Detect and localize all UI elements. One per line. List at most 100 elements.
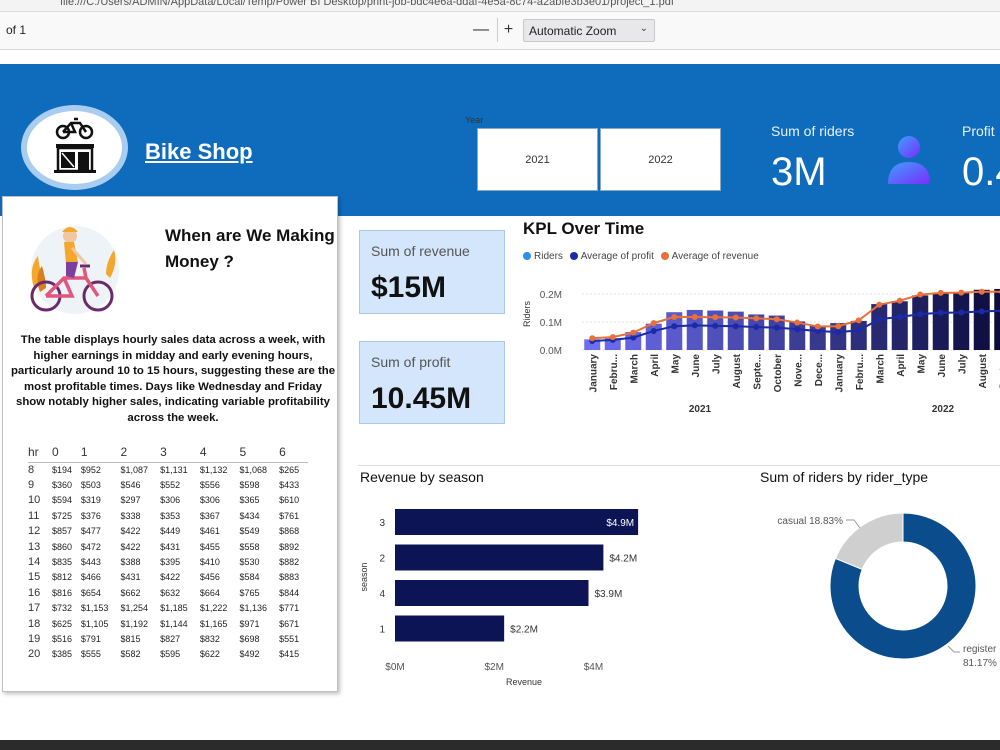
- avg-revenue-point[interactable]: [937, 289, 944, 296]
- riders-bar[interactable]: [932, 293, 949, 350]
- avg-revenue-point[interactable]: [691, 313, 698, 320]
- hour-cell: 11: [28, 509, 40, 522]
- table-row: 13 $860 $472 $422 $431 $455 $558 $892: [28, 540, 308, 555]
- hour-cell: 15: [28, 571, 41, 584]
- column-header[interactable]: 2: [120, 442, 161, 463]
- avg-revenue-point[interactable]: [712, 314, 719, 321]
- zoom-select[interactable]: Automatic Zoom ⌄: [523, 19, 655, 42]
- column-header[interactable]: 4: [199, 442, 240, 463]
- year-button-2022[interactable]: 2022: [600, 128, 721, 191]
- riders-bar[interactable]: [789, 321, 806, 350]
- zoom-in-button[interactable]: +: [497, 18, 519, 42]
- column-header[interactable]: 6: [279, 442, 308, 463]
- kpi-profit-value: 0.4: [962, 150, 1000, 194]
- avg-revenue-point[interactable]: [978, 288, 985, 295]
- avg-profit-point[interactable]: [671, 323, 678, 330]
- avg-revenue-point[interactable]: [814, 323, 821, 330]
- revenue-card-label: Sum of revenue: [371, 243, 470, 259]
- riders-bar[interactable]: [727, 311, 744, 350]
- avg-revenue-point[interactable]: [671, 313, 678, 320]
- year-button-2021[interactable]: 2021: [477, 128, 598, 191]
- avg-revenue-point[interactable]: [609, 334, 616, 341]
- column-header[interactable]: 5: [239, 442, 280, 463]
- sales-cell: $610: [279, 495, 300, 506]
- avg-revenue-point[interactable]: [896, 297, 903, 304]
- avg-revenue-point[interactable]: [855, 317, 862, 324]
- year-group-label: 2021: [689, 404, 712, 415]
- riders-bar[interactable]: [891, 301, 908, 350]
- sales-cell: $449: [160, 526, 181, 537]
- legend-item-revenue[interactable]: Average of revenue: [660, 251, 759, 262]
- column-header[interactable]: 1: [80, 442, 121, 463]
- riders-bar[interactable]: [666, 312, 683, 350]
- riders-bar[interactable]: [604, 338, 621, 350]
- avg-profit-point[interactable]: [876, 316, 883, 323]
- avg-profit-point[interactable]: [650, 327, 657, 334]
- avg-profit-point[interactable]: [835, 329, 842, 336]
- legend-item-profit[interactable]: Average of profit: [569, 251, 654, 262]
- avg-profit-point[interactable]: [794, 326, 801, 333]
- riders-bar[interactable]: [912, 295, 929, 350]
- avg-revenue-point[interactable]: [876, 301, 883, 308]
- column-header[interactable]: hr: [28, 442, 52, 463]
- column-header[interactable]: 3: [160, 442, 200, 463]
- riders-bar[interactable]: [994, 288, 1000, 350]
- legend-item-riders[interactable]: Riders: [523, 251, 563, 262]
- registered-slice[interactable]: [829, 512, 977, 660]
- avg-profit-point[interactable]: [630, 334, 637, 341]
- page-margin: [0, 50, 1000, 64]
- sales-cell: $338: [120, 510, 141, 521]
- avg-revenue-point[interactable]: [958, 289, 965, 296]
- riders-bar[interactable]: [850, 320, 867, 350]
- avg-profit-point[interactable]: [958, 309, 965, 316]
- avg-profit-point[interactable]: [732, 323, 739, 330]
- casual-slice[interactable]: [834, 512, 904, 571]
- avg-profit-point[interactable]: [773, 324, 780, 331]
- riders-bar[interactable]: [748, 314, 765, 350]
- avg-revenue-point[interactable]: [835, 323, 842, 330]
- season-category-label: 3: [379, 518, 385, 529]
- avg-profit-point[interactable]: [753, 324, 760, 331]
- avg-profit-point[interactable]: [712, 322, 719, 329]
- x-tick-label: July: [711, 354, 722, 374]
- avg-profit-point[interactable]: [896, 313, 903, 320]
- avg-profit-point[interactable]: [814, 327, 821, 334]
- avg-revenue-point[interactable]: [732, 314, 739, 321]
- season-bar[interactable]: [395, 544, 604, 571]
- season-bar[interactable]: [395, 509, 639, 535]
- riders-bar[interactable]: [953, 292, 970, 350]
- hour-cell: 9: [28, 478, 35, 491]
- avg-revenue-point[interactable]: [753, 315, 760, 322]
- season-bar[interactable]: [395, 615, 505, 642]
- riders-bar[interactable]: [768, 315, 785, 350]
- shop-title-link[interactable]: Bike Shop: [145, 139, 253, 164]
- sales-cell: $558: [239, 541, 260, 552]
- column-header[interactable]: 0: [52, 442, 81, 463]
- riders-bar[interactable]: [645, 323, 662, 350]
- avg-profit-point[interactable]: [691, 322, 698, 329]
- zoom-out-button[interactable]: —: [473, 21, 489, 38]
- season-bar[interactable]: [395, 580, 589, 606]
- sales-cell: $552: [160, 479, 181, 490]
- avg-profit-point[interactable]: [978, 308, 985, 315]
- avg-revenue-point[interactable]: [630, 329, 637, 336]
- riders-bar[interactable]: [973, 289, 990, 350]
- page-count: of 1: [6, 23, 27, 37]
- avg-profit-point[interactable]: [855, 327, 862, 334]
- avg-revenue-point[interactable]: [917, 291, 924, 298]
- riders-bar[interactable]: [830, 323, 847, 350]
- avg-revenue-point[interactable]: [794, 319, 801, 326]
- sales-cell: $422: [120, 541, 141, 552]
- avg-profit-point[interactable]: [917, 311, 924, 318]
- riders-bar[interactable]: [686, 309, 703, 350]
- riders-bar[interactable]: [871, 304, 888, 350]
- riders-bar[interactable]: [584, 339, 601, 350]
- y-axis-label: season: [359, 562, 369, 591]
- riders-bar[interactable]: [707, 310, 724, 350]
- cyclist-illustration: [30, 226, 119, 314]
- avg-profit-point[interactable]: [937, 309, 944, 316]
- avg-revenue-point[interactable]: [650, 320, 657, 327]
- avg-revenue-point[interactable]: [589, 335, 596, 342]
- address-bar[interactable]: file:///C:/Users/ADMIN/AppData/Local/Tem…: [0, 0, 1000, 12]
- avg-revenue-point[interactable]: [773, 316, 780, 323]
